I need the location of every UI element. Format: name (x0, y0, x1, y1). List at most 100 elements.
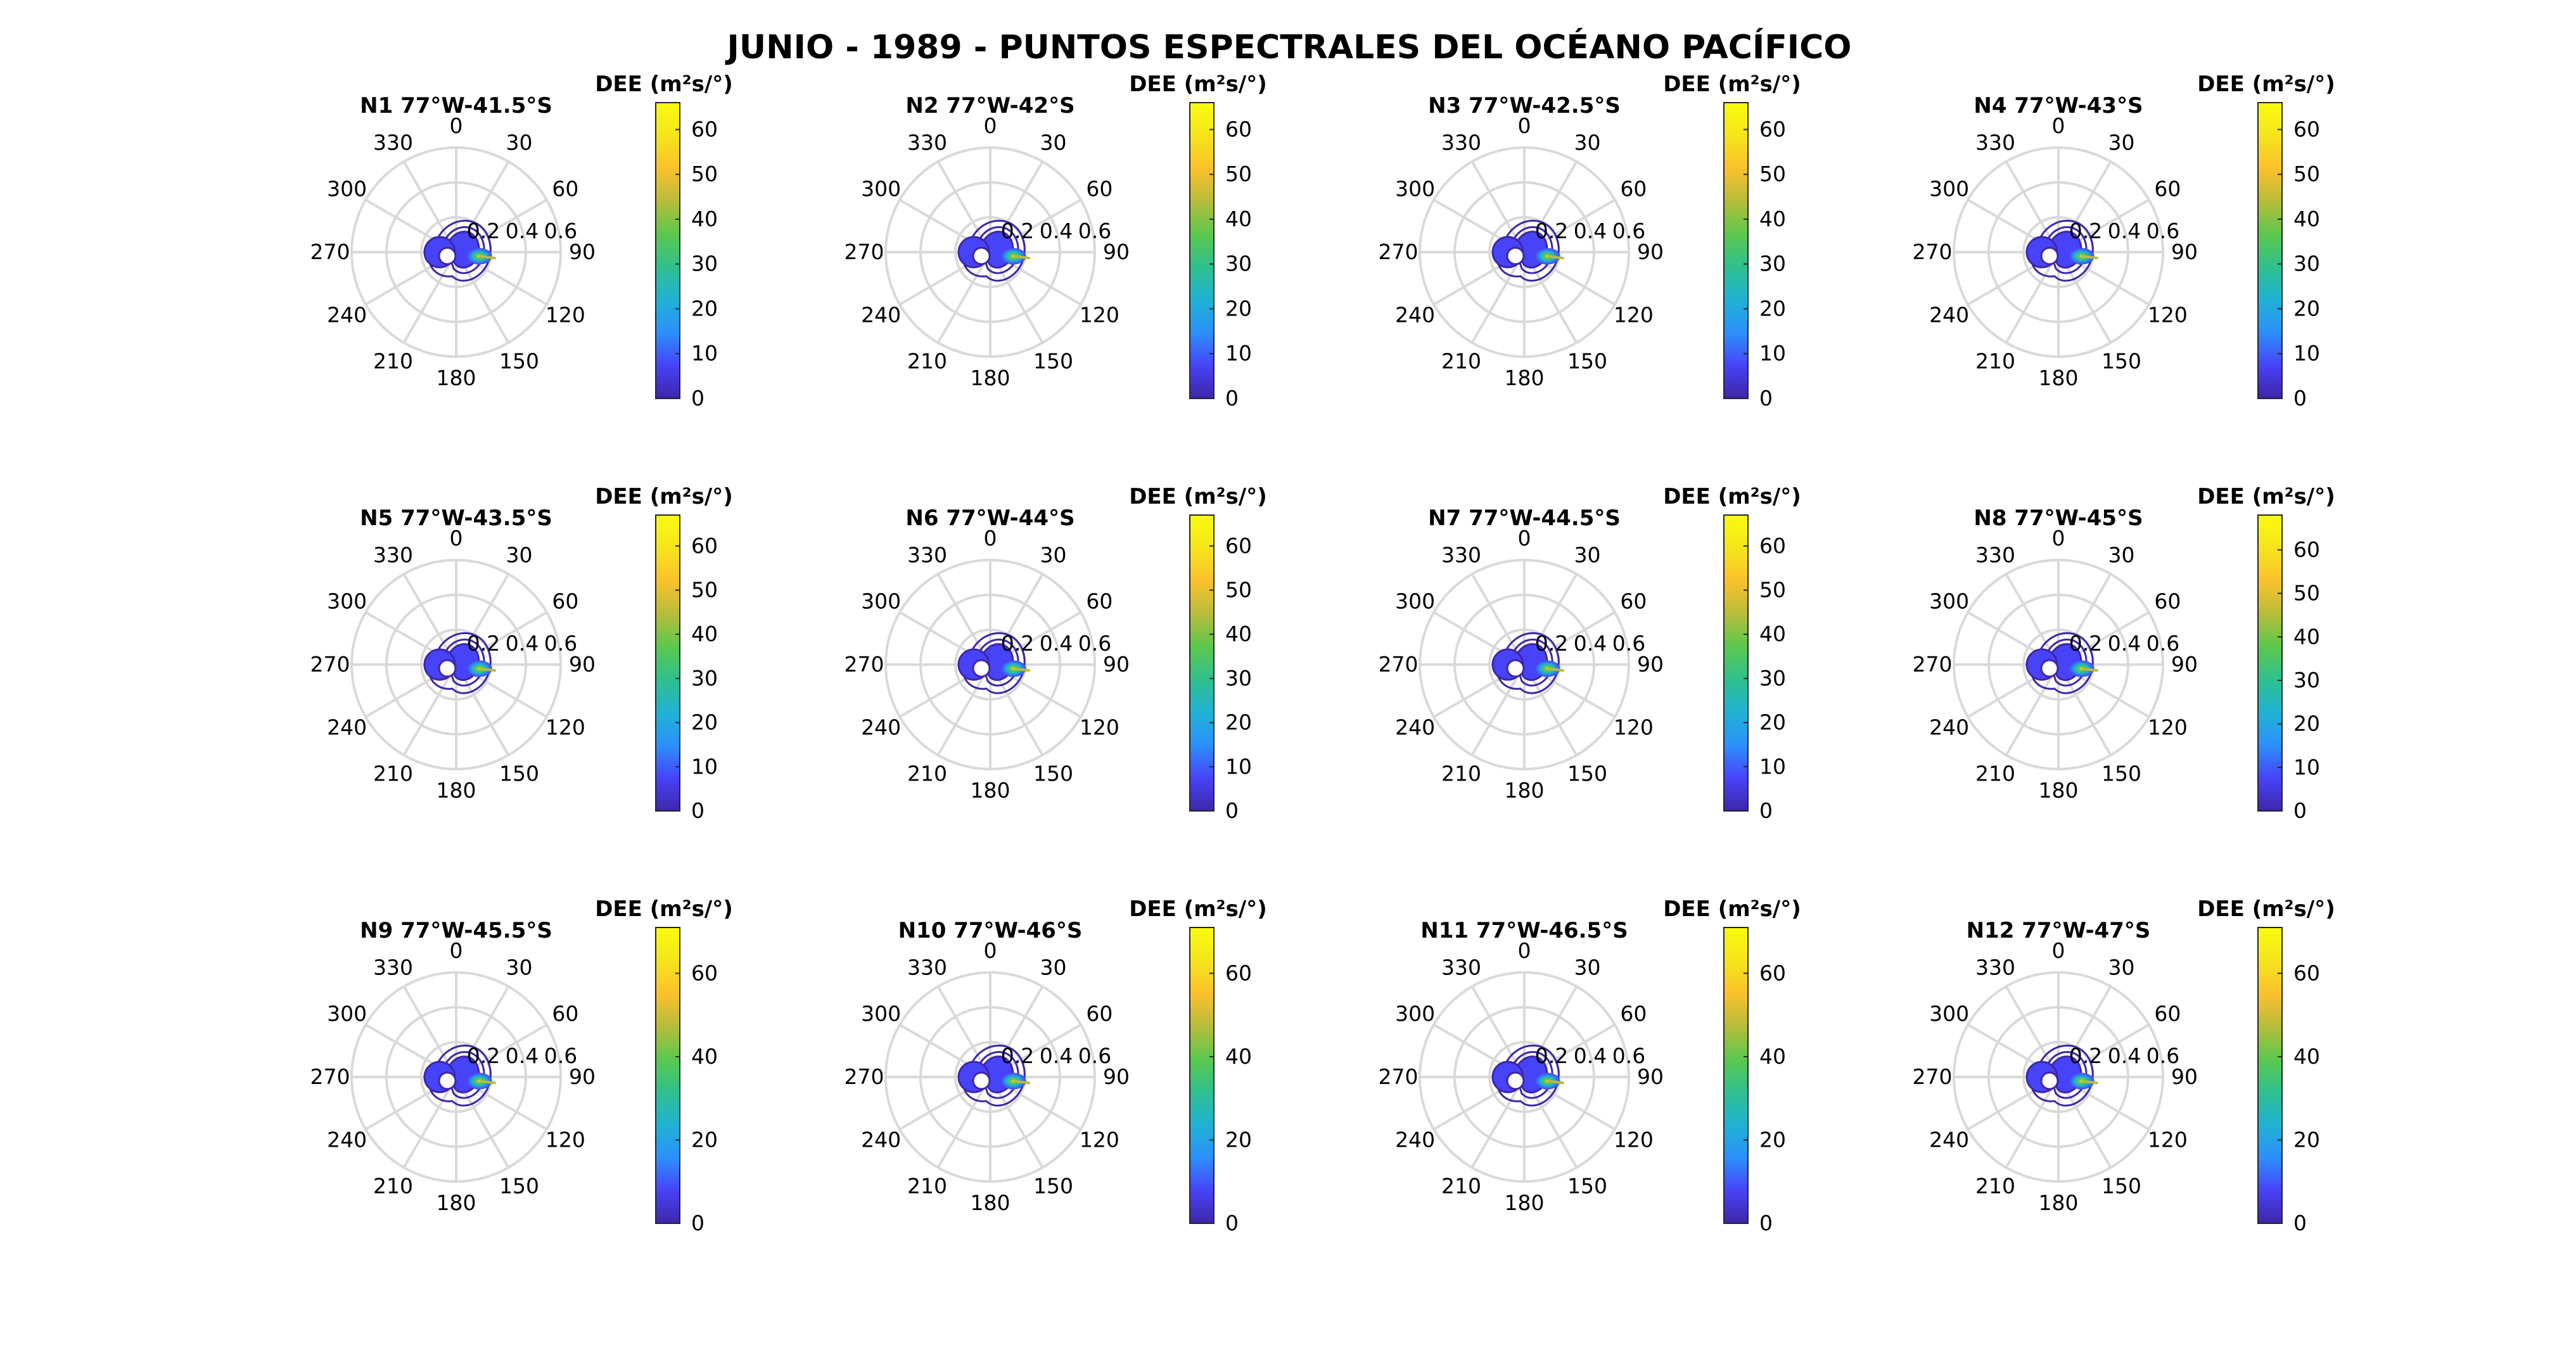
angle-tick-label: 150 (1567, 761, 1607, 786)
radial-tick-label: 0.4 (1574, 1043, 1607, 1068)
colorbar-tick-label: 50 (691, 577, 718, 602)
radial-tick-label: 0.4 (2108, 631, 2141, 656)
angle-tick-label: 30 (1040, 131, 1067, 155)
colorbar-tick-label: 10 (1225, 341, 1252, 366)
angle-tick-label: 210 (373, 761, 413, 786)
colorbar-tick-label: 60 (2293, 537, 2320, 562)
spectrum-contour-outer (962, 1044, 1026, 1107)
angle-tick-label: 0 (450, 113, 463, 138)
colorbar-tick-label: 50 (1759, 162, 1786, 186)
spectrum-contour-mid (978, 1050, 1019, 1099)
polar-spoke (936, 251, 992, 343)
angle-tick-label: 210 (1441, 348, 1481, 373)
colorbar-tick-label: 0 (1225, 386, 1239, 411)
colorbar-tick-label: 20 (1225, 1127, 1252, 1152)
angle-tick-label: 240 (1929, 303, 1969, 328)
angle-tick-label: 210 (1441, 1173, 1481, 1198)
colorbar-tick-label: 40 (1225, 621, 1252, 646)
angle-tick-label: 60 (1620, 589, 1647, 614)
angle-tick-label: 330 (1441, 543, 1481, 568)
colorbar-tick-label: 20 (2293, 296, 2320, 321)
angle-tick-label: 180 (437, 366, 476, 390)
colorbar (655, 514, 680, 812)
angle-tick-label: 150 (1033, 1173, 1073, 1198)
angle-tick-label: 330 (907, 955, 947, 980)
colorbar-tick-label: 60 (1225, 117, 1252, 141)
angle-tick-label: 240 (1929, 715, 1969, 740)
colorbar-tick-label: 10 (2293, 755, 2320, 779)
colorbar-tick-label: 0 (691, 798, 705, 823)
spectrum-low-energy-hole (2040, 1071, 2059, 1090)
angle-tick-label: 30 (2108, 131, 2135, 155)
panel-title: N9 77°W-45.5°S (360, 918, 552, 943)
radial-tick-label: 0.4 (1574, 631, 1607, 656)
spectrum-contour-mid (2046, 1050, 2088, 1099)
panel-title: N3 77°W-42.5°S (1428, 93, 1621, 118)
angle-tick-label: 270 (1913, 652, 1953, 677)
colorbar-tick-label: 30 (2293, 668, 2320, 692)
angle-tick-label: 330 (373, 543, 413, 568)
radial-tick-label: 0.2 (467, 219, 500, 243)
spectrum-peak-ridge (1013, 255, 1030, 260)
radial-tick-label: 0.2 (1001, 1043, 1034, 1068)
colorbar-tick-label: 30 (1225, 252, 1252, 276)
angle-tick-label: 300 (861, 177, 901, 201)
panel-title: N6 77°W-44°S (905, 506, 1074, 531)
colorbar-tick-label: 20 (691, 296, 718, 321)
colorbar-tick-label: 0 (2293, 1211, 2307, 1235)
angle-tick-label: 60 (552, 177, 578, 201)
angle-tick-label: 150 (2101, 348, 2141, 373)
colorbar-tick-label: 20 (2293, 1127, 2320, 1152)
colorbar (2257, 927, 2283, 1224)
angle-tick-label: 60 (2154, 589, 2181, 614)
angle-tick-label: 30 (506, 131, 533, 155)
angle-tick-label: 270 (1379, 652, 1419, 677)
angle-tick-label: 180 (2039, 778, 2079, 803)
colorbar-tick-label: 0 (691, 1211, 705, 1235)
colorbar-tick-label: 60 (2293, 960, 2320, 985)
spectrum-contour-outer (428, 1044, 492, 1107)
angle-tick-label: 120 (1080, 1128, 1119, 1152)
colorbar (1189, 102, 1215, 399)
spectrum-contour-mid (1512, 226, 1553, 274)
angle-tick-label: 300 (1929, 1002, 1969, 1026)
colorbar-tick-label: 20 (1225, 296, 1252, 321)
angle-tick-label: 0 (984, 938, 997, 963)
angle-tick-label: 0 (450, 526, 463, 551)
radial-tick-label: 0.6 (544, 219, 577, 243)
colorbar-title: DEE (m²s/°) (1129, 72, 1267, 97)
angle-tick-label: 150 (1567, 1173, 1607, 1198)
spectrum-peak-ridge (1013, 1080, 1030, 1085)
colorbar-title: DEE (m²s/°) (1663, 72, 1801, 97)
angle-tick-label: 300 (1395, 1002, 1435, 1026)
angle-tick-label: 90 (2171, 652, 2198, 677)
angle-tick-label: 240 (861, 715, 901, 740)
colorbar-tick-label: 30 (1759, 252, 1786, 276)
angle-tick-label: 270 (845, 1064, 884, 1089)
angle-tick-label: 120 (545, 303, 585, 328)
angle-tick-label: 270 (1913, 1064, 1953, 1089)
radial-tick-label: 0.4 (1574, 219, 1607, 243)
polar-spoke (1470, 1076, 1526, 1168)
angle-tick-label: 30 (506, 543, 533, 568)
polar-spoke (2005, 251, 2060, 343)
angle-tick-label: 240 (1395, 715, 1435, 740)
angle-tick-label: 330 (1975, 955, 2015, 980)
angle-tick-label: 60 (1620, 1002, 1647, 1026)
angle-tick-label: 270 (310, 1064, 350, 1089)
spectrum-contour-outer (2030, 632, 2094, 694)
angle-tick-label: 30 (1574, 955, 1601, 980)
spectrum-low-energy-hole (438, 1071, 457, 1090)
angle-tick-label: 330 (1441, 955, 1481, 980)
colorbar-tick-label: 0 (1225, 798, 1239, 823)
polar-spoke (402, 663, 457, 756)
spectrum-contour-outer (962, 219, 1026, 282)
angle-tick-label: 240 (861, 1128, 901, 1152)
